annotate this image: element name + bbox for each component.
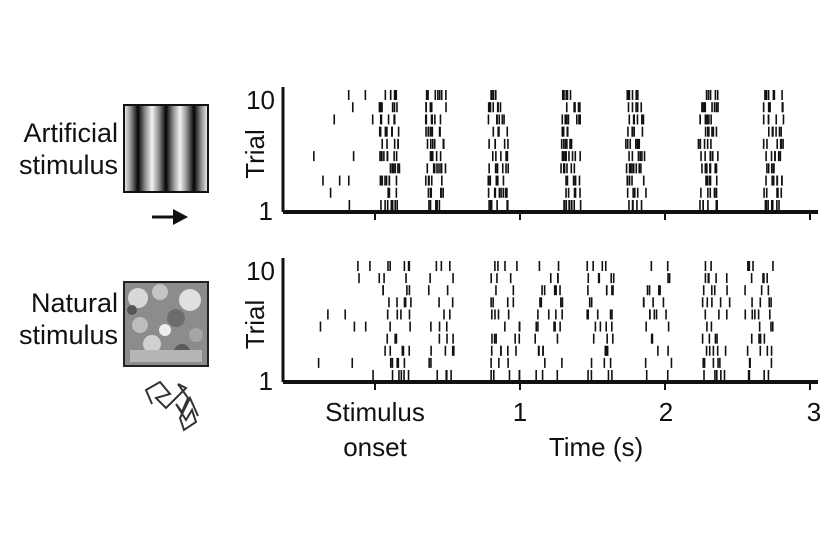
stimulus-onset-label-line1: Stimulus (325, 397, 425, 427)
y-axis-label: Trial (240, 300, 270, 350)
x-tick-label-2: 2 (659, 397, 673, 427)
x-tick-label-1: 1 (513, 397, 527, 427)
y-axis-label: Trial (240, 129, 270, 179)
artificial-label-line2: stimulus (18, 150, 118, 180)
y-tick-label-10: 10 (246, 256, 275, 286)
grating-thumbnail (123, 104, 209, 193)
natural-label-line1: Natural (30, 288, 118, 318)
natural-scene-thumbnail (123, 281, 209, 367)
y-tick-label-1: 1 (259, 196, 273, 226)
raster-panel-natural: 10 1 Trial (240, 256, 818, 396)
x-axis-label: Time (s) (549, 432, 643, 462)
stimulus-onset-label-line2: onset (343, 432, 407, 462)
x-tick-label-3: 3 (807, 397, 821, 427)
y-tick-label-10: 10 (246, 85, 275, 115)
natural-label-line2: stimulus (18, 320, 118, 350)
arrow-right-icon (152, 209, 188, 225)
raster-panel-artificial: 10 1 Trial (240, 85, 818, 226)
random-walk-icon (144, 380, 199, 432)
artificial-label-line1: Artificial (23, 118, 118, 148)
y-tick-label-1: 1 (259, 366, 273, 396)
natural-stimulus-label: Natural stimulus (0, 287, 118, 351)
artificial-stimulus-label: Artificial stimulus (0, 117, 118, 181)
